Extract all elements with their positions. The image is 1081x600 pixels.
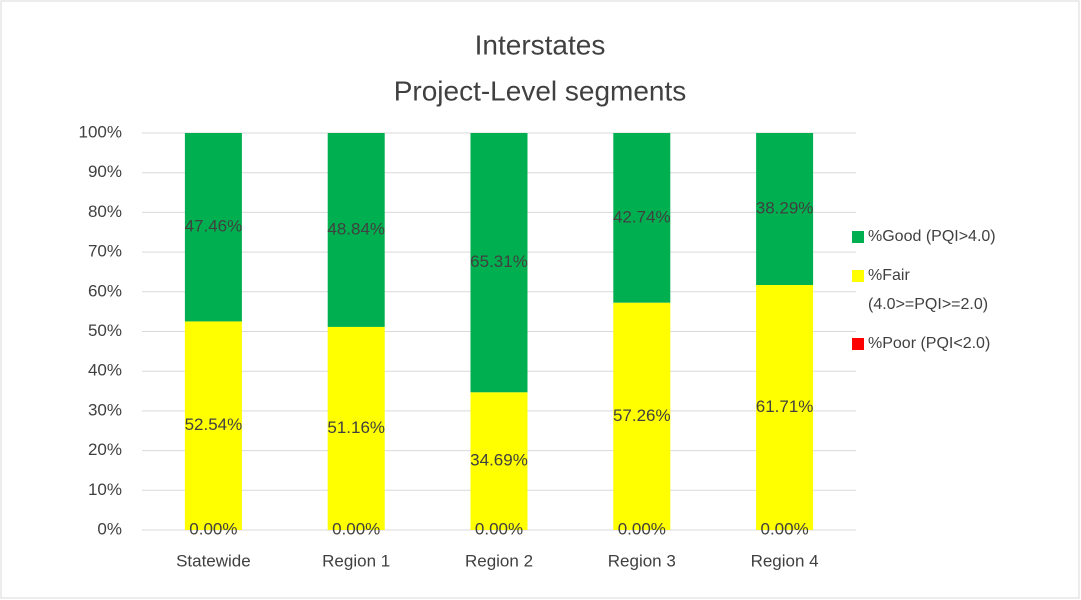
data-label: 0.00% bbox=[618, 519, 666, 538]
y-tick-label: 100% bbox=[79, 122, 122, 141]
legend-label: %Good (PQI>4.0) bbox=[868, 228, 996, 245]
bar-segment bbox=[470, 133, 528, 393]
bar-segment bbox=[327, 133, 385, 327]
bar-segment bbox=[184, 321, 242, 530]
data-label: 57.26% bbox=[613, 406, 671, 425]
y-tick-label: 0% bbox=[97, 519, 122, 538]
legend-swatch bbox=[852, 231, 864, 243]
data-label: 48.84% bbox=[327, 219, 385, 238]
y-tick-label: 40% bbox=[88, 361, 122, 380]
x-tick-label: Region 1 bbox=[322, 551, 390, 570]
y-tick-label: 30% bbox=[88, 400, 122, 419]
legend-item: %Good (PQI>4.0) bbox=[852, 222, 1067, 251]
bar-segment bbox=[756, 285, 814, 530]
data-label: 0.00% bbox=[475, 519, 523, 538]
x-tick-label: Region 2 bbox=[465, 551, 533, 570]
x-tick-label: Statewide bbox=[176, 551, 251, 570]
y-tick-label: 70% bbox=[88, 242, 122, 261]
bar-segment bbox=[613, 302, 671, 530]
bar-segment bbox=[613, 133, 671, 303]
x-tick-label: Region 4 bbox=[751, 551, 819, 570]
y-tick-label: 10% bbox=[88, 480, 122, 499]
chart-subtitle: Project-Level segments bbox=[394, 75, 687, 106]
legend-swatch bbox=[852, 338, 864, 350]
y-tick-label: 90% bbox=[88, 162, 122, 181]
data-label: 0.00% bbox=[189, 519, 237, 538]
bar-segment bbox=[756, 133, 814, 286]
y-tick-label: 60% bbox=[88, 281, 122, 300]
legend-label: %Fair (4.0>=PQI>=2.0) bbox=[868, 267, 989, 313]
legend-item: %Poor (PQI<2.0) bbox=[852, 329, 1067, 358]
legend-label: %Poor (PQI<2.0) bbox=[868, 335, 991, 352]
legend-swatch bbox=[852, 270, 864, 282]
y-tick-label: 20% bbox=[88, 440, 122, 459]
data-label: 51.16% bbox=[327, 418, 385, 437]
data-label: 61.71% bbox=[756, 397, 814, 416]
data-label: 47.46% bbox=[185, 217, 243, 236]
bar-segment bbox=[184, 133, 242, 322]
legend-item: %Fair (4.0>=PQI>=2.0) bbox=[852, 261, 1067, 319]
data-label: 0.00% bbox=[760, 519, 808, 538]
data-label: 52.54% bbox=[185, 415, 243, 434]
y-tick-label: 50% bbox=[88, 321, 122, 340]
legend: %Good (PQI>4.0) %Fair (4.0>=PQI>=2.0) %Poo… bbox=[852, 222, 1067, 368]
bar-segment bbox=[470, 392, 528, 530]
data-label: 38.29% bbox=[756, 198, 814, 217]
data-label: 0.00% bbox=[332, 519, 380, 538]
y-tick-label: 80% bbox=[88, 202, 122, 221]
x-tick-label: Region 3 bbox=[608, 551, 676, 570]
data-label: 65.31% bbox=[470, 252, 528, 271]
chart-title: Interstates bbox=[475, 29, 606, 60]
data-label: 42.74% bbox=[613, 207, 671, 226]
bar-segment bbox=[327, 326, 385, 530]
data-label: 34.69% bbox=[470, 451, 528, 470]
